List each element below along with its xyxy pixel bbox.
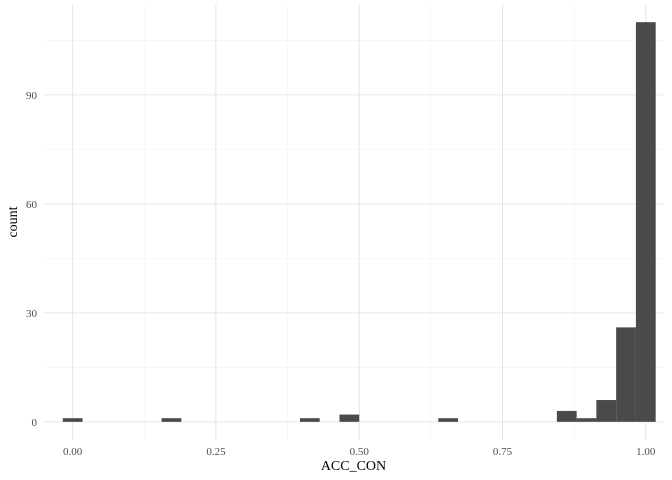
histogram-bar: [299, 418, 320, 422]
y-axis-tick-labels: 0 30 60 90: [26, 90, 38, 429]
histogram-bar: [596, 400, 617, 422]
x-tick-label: 0.75: [493, 446, 513, 458]
y-tick-label: 60: [26, 199, 38, 211]
histogram-bar: [616, 327, 636, 422]
x-tick-label: 0.25: [206, 446, 226, 458]
x-tick-label: 0.00: [63, 446, 83, 458]
histogram-bar: [576, 418, 597, 422]
y-tick-label: 0: [32, 417, 38, 429]
grid-lines: [44, 4, 663, 440]
x-tick-label: 0.50: [350, 446, 370, 458]
x-axis-tick-labels: 0.00 0.25 0.50 0.75 1.00: [63, 446, 656, 458]
histogram-bars: [62, 22, 656, 422]
x-axis-title: ACC_CON: [321, 459, 386, 474]
y-tick-label: 30: [26, 308, 38, 320]
histogram-bar: [438, 418, 459, 422]
histogram-bar: [556, 410, 577, 422]
histogram-bar: [635, 22, 656, 422]
x-tick-label: 1.00: [636, 446, 656, 458]
y-tick-label: 90: [26, 90, 38, 102]
histogram-bar: [161, 418, 182, 422]
histogram-bar: [339, 414, 360, 422]
histogram-bar: [62, 418, 83, 422]
y-axis-title: count: [6, 206, 21, 237]
